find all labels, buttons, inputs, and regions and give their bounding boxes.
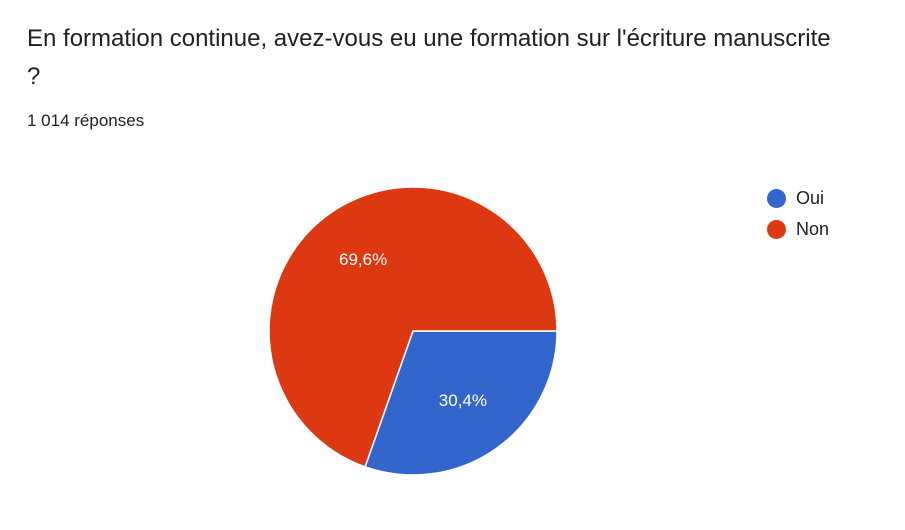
- legend-swatch-non: [767, 220, 786, 239]
- legend-label-non: Non: [796, 219, 830, 239]
- pie-slices: [268, 186, 558, 476]
- legend-swatch-oui: [767, 189, 786, 208]
- pie-slice-non[interactable]: [268, 186, 558, 468]
- pie-slice-label-non: 69,6%: [339, 250, 387, 269]
- legend-item-non[interactable]: Non: [767, 214, 829, 245]
- legend-item-oui[interactable]: Oui: [767, 183, 829, 214]
- pie-slice-label-oui: 30,4%: [439, 391, 487, 410]
- chart-legend: Oui Non: [767, 183, 829, 245]
- pie-slice-oui[interactable]: [364, 330, 558, 476]
- legend-label-oui: Oui: [796, 188, 825, 208]
- pie-slice-labels: 30,4% 69,6%: [339, 250, 487, 410]
- question-title: En formation continue, avez-vous eu une …: [27, 25, 831, 90]
- response-count: 1 014 réponses: [27, 111, 145, 130]
